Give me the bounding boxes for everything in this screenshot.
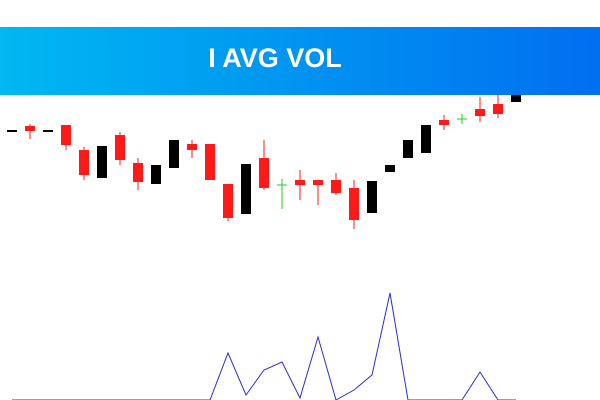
candle-body <box>223 184 233 218</box>
candle-body <box>385 165 395 172</box>
candle-body <box>187 144 197 150</box>
candle-body <box>169 140 179 168</box>
candle-body <box>79 150 89 175</box>
candle-body <box>439 120 449 125</box>
candle-body <box>421 125 431 153</box>
candle-body <box>475 109 485 116</box>
candle-body <box>295 180 305 185</box>
candle-body <box>277 184 287 186</box>
candle-body <box>259 158 269 188</box>
candle-body <box>151 165 161 184</box>
candle-body <box>115 135 125 160</box>
candle-body <box>349 188 359 220</box>
candle-body <box>43 130 53 132</box>
plot-area <box>7 95 521 400</box>
candle-body <box>457 118 467 120</box>
candle-body <box>331 180 341 193</box>
candle-body <box>61 125 71 145</box>
candle-body <box>493 104 503 114</box>
candle-body <box>7 130 17 132</box>
candle-body <box>313 180 323 185</box>
volume-line <box>12 292 516 400</box>
candle-body <box>205 144 215 180</box>
candle-body <box>241 164 251 214</box>
candle-body <box>97 146 107 178</box>
candle-body <box>403 140 413 158</box>
candle-body <box>511 95 521 102</box>
candle-body <box>367 181 377 213</box>
candle-body <box>133 163 143 182</box>
chart-title: I AVG VOL <box>208 43 342 73</box>
title-banner <box>0 27 600 95</box>
candle-body <box>25 126 35 131</box>
